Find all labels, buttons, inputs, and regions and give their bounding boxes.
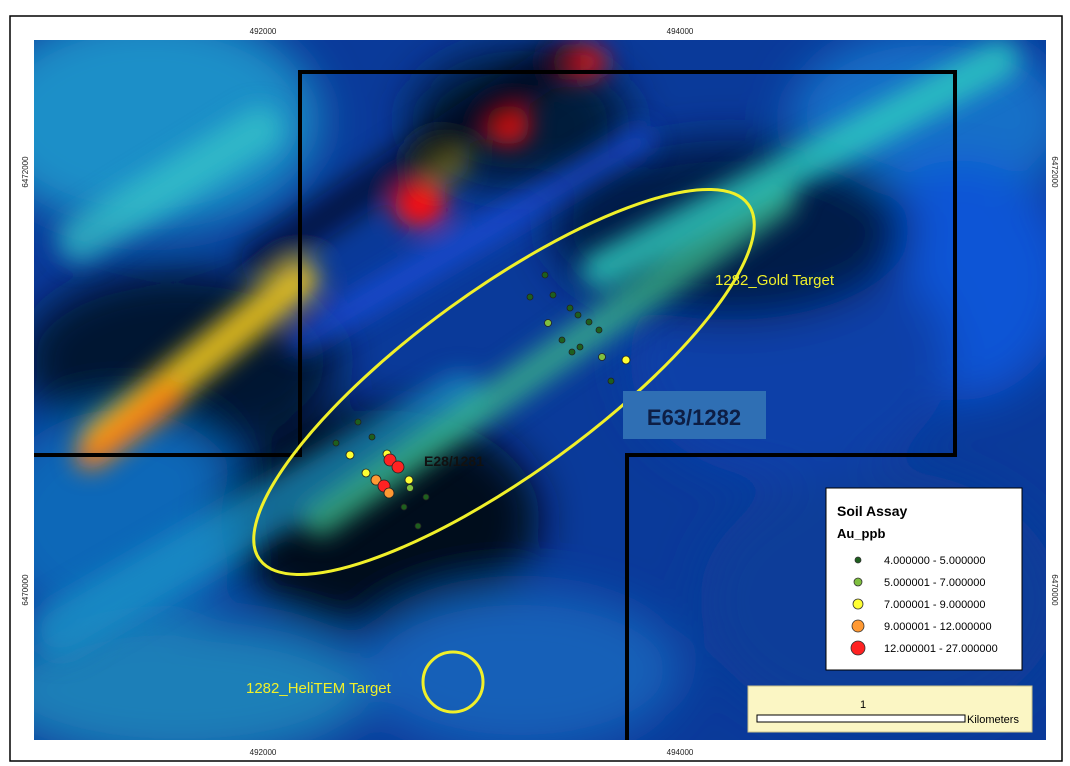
gold-target-label: 1282_Gold Target	[715, 272, 835, 289]
gold-target-ellipse	[252, 188, 756, 576]
helitem-target-label: 1282_HeliTEM Target	[246, 680, 392, 697]
soil-sample-point	[544, 319, 552, 327]
grid-labels: 492000 494000 492000 494000 6472000 6470…	[21, 27, 1059, 757]
tenement-boundary	[34, 70, 957, 740]
soil-sample-point	[558, 336, 566, 344]
tenement-label-box	[623, 391, 766, 439]
grid-label-right-2: 6470000	[1050, 574, 1059, 606]
soil-sample-point	[383, 453, 397, 467]
soil-sample-point	[549, 291, 557, 299]
soil-sample-point	[595, 326, 603, 334]
legend-label-5: 12.000001 - 27.000000	[884, 643, 998, 655]
soil-sample-point	[526, 293, 534, 301]
soil-sample-point	[332, 439, 340, 447]
legend-label-3: 7.000001 - 9.000000	[884, 599, 986, 611]
figure-frame	[9, 15, 1063, 762]
scale-bar: 1 Kilometers	[747, 685, 1033, 733]
soil-sample-point	[568, 348, 576, 356]
grid-label-left-1: 6472000	[21, 156, 30, 188]
grid-label-right-1: 6472000	[1050, 156, 1059, 188]
legend-symbol-3	[852, 598, 864, 610]
legend-label-2: 5.000001 - 7.000000	[884, 577, 986, 589]
tenement-label: E63/1282	[647, 405, 741, 430]
geophysics-raster	[34, 40, 1046, 740]
legend-label-4: 9.000001 - 12.000000	[884, 621, 992, 633]
sub-tenement-label: E28/1281	[424, 453, 484, 469]
grid-label-left-2: 6470000	[21, 574, 30, 606]
soil-sample-point	[345, 450, 355, 460]
soil-sample-point	[368, 433, 376, 441]
grid-label-bottom-2: 494000	[667, 748, 694, 757]
scale-bar-unit: Kilometers	[967, 714, 1019, 726]
legend-symbol-1	[854, 556, 862, 564]
soil-sample-point	[621, 355, 631, 365]
soil-sample-point	[576, 343, 584, 351]
grid-label-top-2: 494000	[667, 27, 694, 36]
soil-sample-point	[574, 311, 582, 319]
soil-sample-point	[354, 418, 362, 426]
soil-sample-point	[585, 318, 593, 326]
legend-title: Soil Assay	[837, 503, 908, 519]
legend-symbol-4	[851, 619, 865, 633]
soil-sample-point	[383, 487, 395, 499]
soil-sample-point	[598, 353, 606, 361]
legend-subtitle: Au_ppb	[837, 526, 885, 541]
soil-sample-point	[607, 377, 615, 385]
soil-sample-point	[541, 271, 549, 279]
legend-symbol-5	[850, 640, 866, 656]
soil-sample-point	[391, 460, 405, 474]
helitem-target-circle	[421, 650, 485, 714]
scale-bar-value: 1	[860, 699, 866, 711]
legend-symbol-2	[853, 577, 863, 587]
legend-label-1: 4.000000 - 5.000000	[884, 555, 986, 567]
soil-sample-point	[422, 493, 430, 501]
soil-sample-points	[332, 271, 631, 530]
legend: Soil Assay Au_ppb 4.000000 - 5.000000 5.0…	[825, 487, 1023, 671]
soil-sample-point	[370, 474, 382, 486]
soil-sample-point	[566, 304, 574, 312]
soil-sample-point	[361, 468, 371, 478]
soil-sample-point	[414, 522, 422, 530]
soil-sample-point	[406, 484, 414, 492]
soil-sample-point	[404, 475, 414, 485]
grid-label-top-1: 492000	[250, 27, 277, 36]
grid-label-bottom-1: 492000	[250, 748, 277, 757]
soil-sample-point	[400, 503, 408, 511]
